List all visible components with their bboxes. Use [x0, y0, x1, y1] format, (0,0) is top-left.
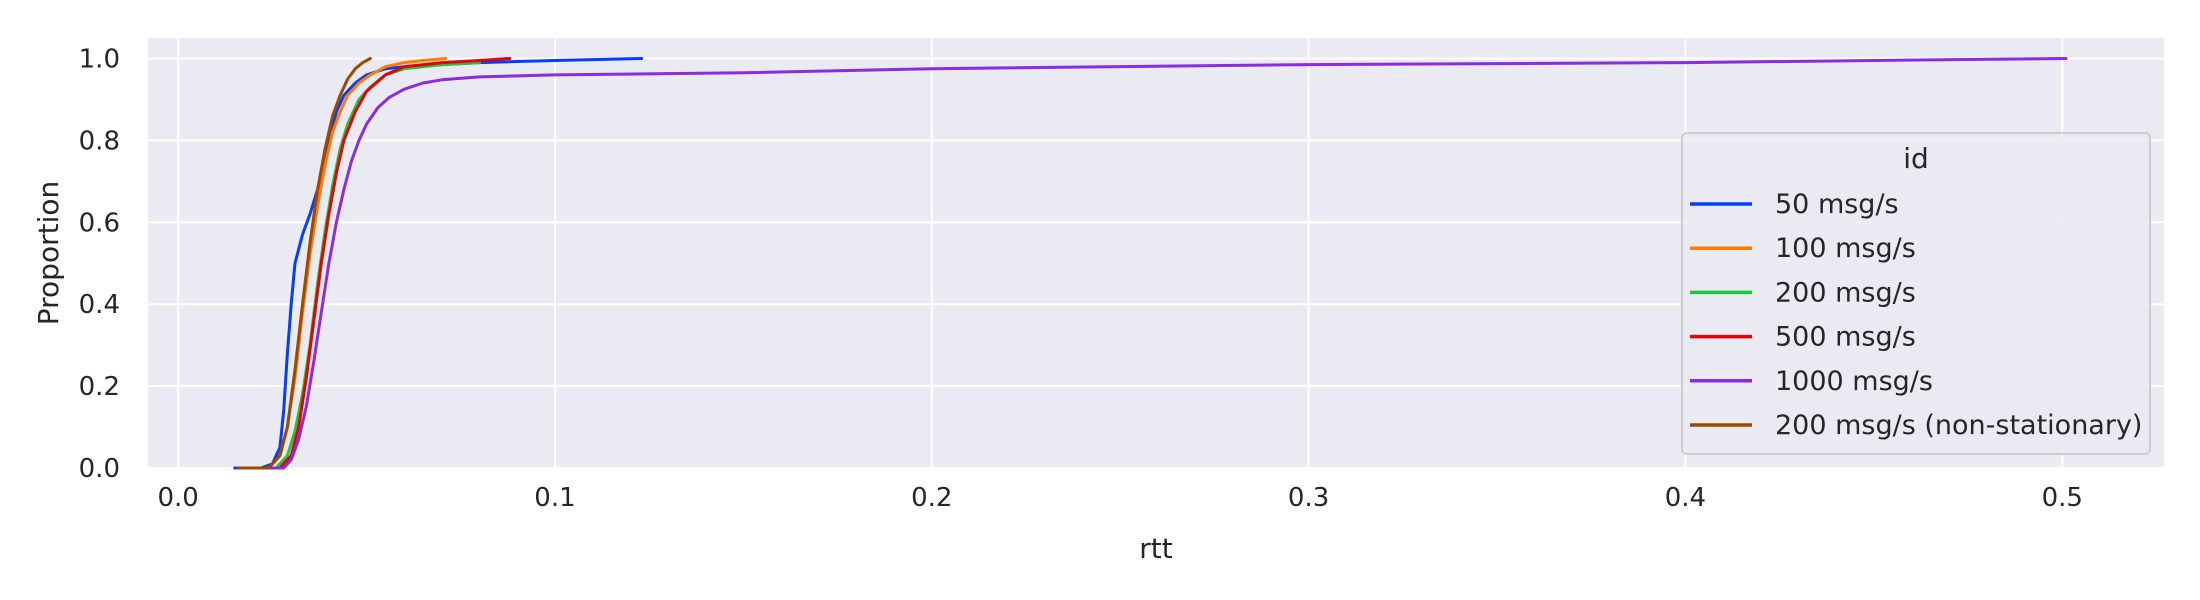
x-tick-label: 0.2: [911, 483, 952, 513]
y-tick-label: 0.8: [79, 126, 120, 156]
x-tick-label: 0.5: [2042, 483, 2083, 513]
legend-label: 100 msg/s: [1775, 233, 1916, 264]
legend: id 50 msg/s 100 msg/s 200 msg/s 500 msg/s 10…: [1681, 132, 2151, 455]
y-tick-label: 0.4: [79, 290, 120, 320]
series-line-4: [244, 57, 2068, 470]
y-tick-label: 0.0: [79, 454, 120, 484]
legend-box: [1681, 132, 2151, 455]
y-tick-label: 0.2: [79, 372, 120, 402]
y-axis-label: Proportion: [32, 181, 65, 325]
series-line-5: [236, 57, 372, 470]
x-axis-label: rtt: [1139, 532, 1172, 565]
series-lines: [233, 57, 2068, 470]
tick-labels: 0.0 0.1 0.2 0.3 0.4 0.5 0.0 0.2 0.4 0.6 0.8 1.0: [79, 44, 2083, 513]
legend-label: 50 msg/s: [1775, 189, 1899, 220]
legend-title: id: [1903, 142, 1929, 175]
y-tick-label: 0.6: [79, 208, 120, 238]
legend-label: 1000 msg/s: [1775, 366, 1933, 397]
x-tick-label: 0.1: [534, 483, 575, 513]
series-line-3: [244, 57, 512, 470]
legend-label: 200 msg/s (non-stationary): [1775, 410, 2142, 441]
legend-label: 200 msg/s: [1775, 277, 1916, 308]
y-tick-label: 1.0: [79, 44, 120, 74]
x-tick-label: 0.0: [157, 483, 198, 513]
x-tick-label: 0.3: [1288, 483, 1329, 513]
x-tick-label: 0.4: [1665, 483, 1706, 513]
legend-label: 500 msg/s: [1775, 322, 1916, 353]
